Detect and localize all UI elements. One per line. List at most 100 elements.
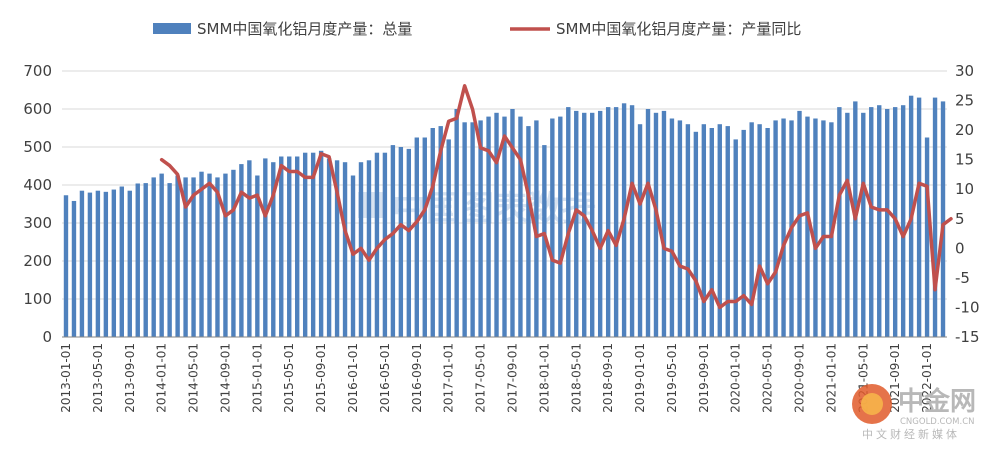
- bar: [885, 109, 890, 337]
- bar: [119, 186, 124, 337]
- bar: [717, 124, 722, 337]
- bar: [159, 173, 164, 337]
- bar: [111, 189, 117, 337]
- left-axis-tick-label: 200: [23, 252, 52, 270]
- bar: [63, 195, 69, 337]
- bar: [781, 118, 786, 337]
- bar: [207, 173, 212, 337]
- bar: [462, 122, 467, 337]
- bar: [382, 152, 388, 337]
- bar: [310, 152, 316, 337]
- right-axis-tick-label: 10: [955, 180, 974, 198]
- x-axis-tick-label: 2018-09-01: [601, 343, 615, 413]
- brand-name: 中金网: [898, 386, 976, 417]
- bar: [71, 200, 77, 337]
- bar: [494, 112, 499, 337]
- bar: [542, 145, 547, 337]
- right-axis-tick-label: 25: [955, 92, 974, 110]
- bar: [255, 175, 260, 337]
- x-axis-tick-label: 2016-09-01: [410, 343, 424, 413]
- x-axis-tick-label: 2015-01-01: [250, 343, 264, 413]
- bar: [350, 175, 356, 337]
- bar: [613, 107, 619, 337]
- bar: [677, 120, 683, 338]
- bar: [693, 131, 699, 337]
- legend-line-label: SMM中国氧化铝月度产量：产量同比: [556, 20, 801, 38]
- bar: [582, 112, 587, 337]
- bar: [183, 177, 188, 337]
- bar: [414, 137, 419, 337]
- bar: [127, 190, 132, 337]
- left-axis-tick-label: 300: [23, 214, 52, 232]
- bar: [940, 101, 946, 338]
- bar: [805, 116, 810, 337]
- x-axis-tick-label: 2019-01-01: [633, 343, 647, 413]
- bar: [263, 158, 268, 337]
- left-axis-tick-label: 700: [23, 62, 52, 80]
- bar: [645, 109, 651, 337]
- x-axis-tick-label: 2016-01-01: [346, 343, 360, 413]
- bar: [446, 139, 451, 337]
- bar: [605, 107, 611, 337]
- bar: [661, 110, 667, 338]
- bar: [566, 107, 571, 337]
- bar: [239, 164, 244, 337]
- bar: [406, 148, 412, 337]
- x-axis-tick-label: 2018-05-01: [569, 343, 583, 413]
- bar: [797, 110, 802, 338]
- bar: [318, 150, 324, 337]
- x-axis-tick-label: 2013-05-01: [91, 343, 105, 413]
- brand-watermark: 中金网 CNGOLD.COM.CN 中文财经新媒体: [852, 384, 976, 441]
- x-axis-tick-label: 2014-05-01: [187, 343, 201, 413]
- right-axis-tick-label: -15: [955, 328, 980, 346]
- bar: [287, 156, 292, 337]
- bar: [749, 122, 754, 337]
- legend: SMM中国氧化铝月度产量：总量 SMM中国氧化铝月度产量：产量同比: [153, 20, 801, 38]
- x-axis-ticks: 2013-01-01 2013-05-01 2013-09-01 2014-01-01…: [59, 343, 934, 413]
- right-axis-ticks: -15 -10 -5 0 5 10 15 20 25 30: [955, 62, 980, 346]
- bar: [470, 122, 475, 337]
- left-axis-tick-label: 400: [23, 176, 52, 194]
- right-axis-tick-label: -10: [955, 298, 980, 316]
- right-axis-tick-label: 0: [955, 239, 965, 257]
- bar: [861, 112, 866, 337]
- bar: [326, 158, 332, 337]
- bar: [454, 109, 459, 337]
- bar: [757, 124, 762, 337]
- left-axis-tick-label: 100: [23, 290, 52, 308]
- bar: [422, 137, 427, 337]
- bar: [837, 107, 842, 337]
- x-axis-tick-label: 2020-01-01: [729, 343, 743, 413]
- bar: [430, 128, 435, 337]
- legend-bar-swatch: [153, 23, 191, 34]
- bar: [398, 147, 404, 337]
- bar: [741, 129, 746, 337]
- bar: [215, 177, 220, 337]
- bar: [199, 171, 204, 337]
- bar: [191, 177, 196, 337]
- x-axis-tick-label: 2020-05-01: [761, 343, 775, 413]
- bar: [295, 156, 300, 337]
- x-axis-tick-label: 2021-09-01: [888, 343, 902, 413]
- x-axis-tick-label: 2019-09-01: [697, 343, 711, 413]
- bar: [916, 97, 922, 337]
- x-axis-tick-label: 2017-09-01: [505, 343, 519, 413]
- bar: [143, 183, 148, 337]
- bar: [486, 116, 491, 337]
- x-axis-tick-label: 2015-09-01: [314, 343, 328, 413]
- x-axis-tick-label: 2020-09-01: [793, 343, 807, 413]
- x-axis-tick-label: 2014-09-01: [218, 343, 232, 413]
- left-axis-tick-label: 0: [42, 328, 52, 346]
- x-axis-tick-label: 2018-01-01: [537, 343, 551, 413]
- right-axis-tick-label: 20: [955, 121, 974, 139]
- bar: [135, 183, 140, 337]
- bar: [932, 97, 938, 337]
- bar: [374, 152, 380, 337]
- bar: [342, 162, 348, 337]
- x-axis-tick-label: 2021-01-01: [824, 343, 838, 413]
- left-axis-tick-label: 600: [23, 100, 52, 118]
- bar: [733, 139, 738, 337]
- bar: [175, 175, 180, 337]
- bar: [231, 169, 236, 337]
- bar: [223, 173, 228, 337]
